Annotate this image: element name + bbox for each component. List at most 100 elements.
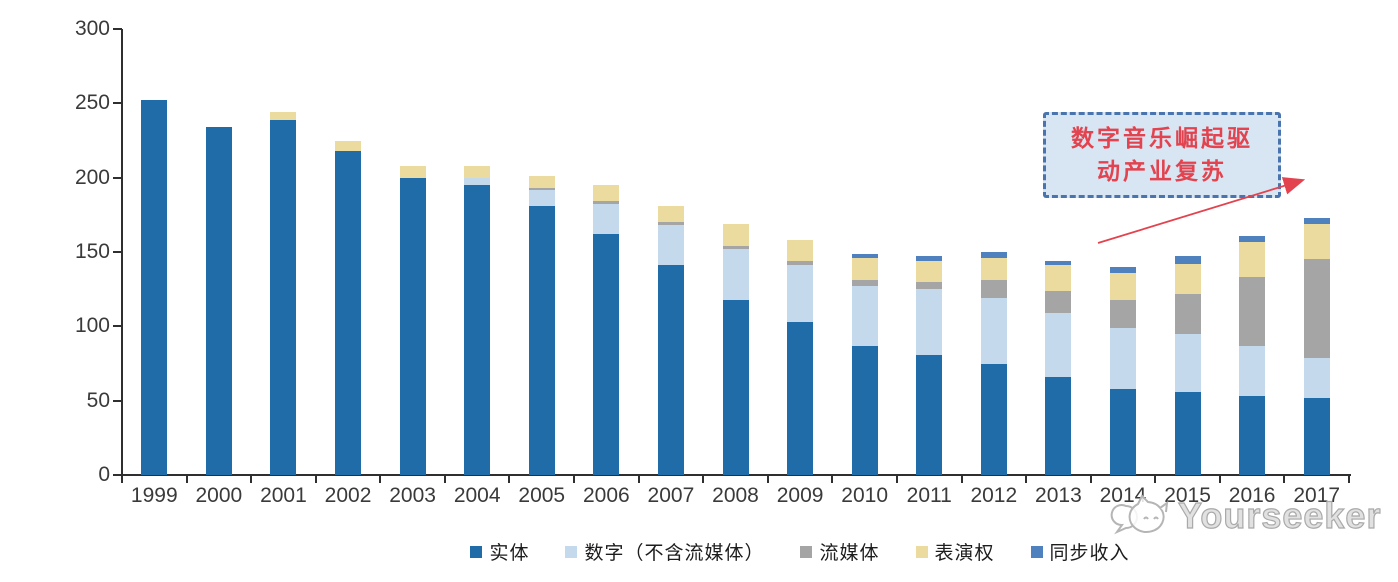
x-tick-mark: [379, 475, 382, 483]
watermark-text: Yourseeker: [1177, 494, 1382, 536]
bar-segment: [787, 321, 814, 475]
legend-item: 流媒体: [800, 538, 879, 565]
bar-segment: [335, 150, 362, 475]
bar-segment: [528, 176, 555, 189]
x-tick-mark: [895, 475, 898, 483]
bar-segment: [787, 260, 814, 266]
x-tick-mark: [1348, 475, 1350, 483]
bar-segment: [1045, 376, 1072, 475]
legend-label: 数字（不含流媒体）: [584, 543, 765, 564]
legend-item: 表演权: [915, 538, 995, 565]
bar-2011: [916, 29, 943, 475]
legend-swatch: [470, 545, 483, 558]
bar-segment: [1239, 345, 1266, 397]
bar-segment: [787, 240, 814, 261]
x-tick-label: 2005: [518, 484, 566, 507]
x-tick-mark: [766, 475, 769, 483]
bar-segment: [464, 185, 491, 475]
bar-segment: [1303, 217, 1330, 224]
x-tick-label: 2009: [776, 484, 824, 507]
bar-segment: [980, 257, 1007, 281]
bar-segment: [528, 188, 555, 190]
annotation-callout: 数字音乐崛起驱 动产业复苏: [1043, 112, 1281, 198]
bar-2009: [787, 29, 814, 475]
bar-segment: [722, 246, 749, 250]
bar-segment: [851, 345, 878, 475]
x-tick-mark: [121, 475, 123, 483]
x-tick-label: 2017: [1293, 484, 1341, 507]
x-tick-label: 2015: [1164, 484, 1211, 507]
bar-segment: [916, 256, 943, 261]
bar-segment: [1109, 266, 1136, 273]
bar-segment: [1174, 391, 1201, 475]
x-tick-mark: [831, 475, 834, 483]
bar-segment: [1239, 241, 1266, 278]
bar-segment: [593, 234, 620, 475]
bar-segment: [1303, 357, 1330, 398]
legend-item: 实体: [470, 538, 529, 565]
bar-segment: [1109, 299, 1136, 328]
bar-segment: [916, 289, 943, 355]
legend-label: 实体: [489, 543, 530, 564]
bar-segment: [1174, 293, 1201, 334]
plot-area: [122, 29, 1349, 475]
bar-segment: [464, 165, 491, 178]
bar-2006: [593, 29, 620, 475]
bar-segment: [657, 205, 684, 223]
bar-segment: [980, 280, 1007, 299]
bar-segment: [851, 257, 878, 281]
x-tick-mark: [250, 475, 253, 483]
bar-2002: [335, 29, 362, 475]
legend: 实体 数字（不含流媒体） 流媒体 表演权 同步收入: [260, 538, 1340, 565]
bar-segment: [1109, 272, 1136, 300]
bar-2000: [205, 29, 232, 475]
bar-segment: [851, 253, 878, 258]
x-tick-label: 2013: [1035, 484, 1082, 507]
bar-segment: [851, 280, 878, 287]
bar-segment: [1303, 223, 1330, 260]
y-tick-mark: [113, 325, 122, 328]
x-tick-label: 2011: [906, 484, 952, 507]
y-tick-label: 0: [98, 463, 110, 486]
bar-segment: [593, 185, 620, 202]
bar-2003: [399, 29, 426, 475]
y-tick-label: 50: [86, 388, 110, 412]
bar-2005: [528, 29, 555, 475]
bar-segment: [205, 127, 232, 475]
bar-segment: [1239, 235, 1266, 242]
bar-2008: [722, 29, 749, 475]
bar-2017: [1303, 29, 1330, 475]
cat-speech-bubble-icon: [1110, 494, 1169, 535]
x-tick-label: 2007: [647, 484, 695, 507]
bar-2014: [1109, 29, 1136, 475]
y-tick-label: 200: [74, 165, 110, 189]
y-tick-mark: [113, 399, 122, 402]
y-tick-label: 250: [74, 91, 110, 115]
watermark: Yourseeker: [1108, 486, 1381, 546]
bar-segment: [1109, 327, 1136, 389]
legend-swatch: [800, 545, 813, 558]
bar-segment: [722, 299, 749, 475]
x-tick-mark: [1089, 475, 1092, 483]
x-tick-mark: [1154, 475, 1157, 483]
x-axis-line: [121, 474, 1351, 476]
bar-segment: [657, 265, 684, 475]
bar-2016: [1239, 29, 1266, 475]
bar-segment: [1174, 256, 1201, 264]
legend-item: 同步收入: [1030, 538, 1130, 565]
x-tick-mark: [702, 475, 705, 483]
legend-label: 表演权: [934, 543, 995, 564]
bar-segment: [593, 204, 620, 235]
bar-segment: [270, 112, 297, 120]
x-tick-mark: [573, 475, 576, 483]
x-tick-label: 2010: [841, 484, 889, 507]
bar-segment: [1303, 259, 1330, 358]
x-tick-mark: [185, 475, 188, 483]
x-tick-label: 2002: [324, 484, 372, 507]
y-tick-mark: [113, 474, 122, 476]
y-tick-mark: [113, 28, 122, 30]
legend-swatch: [1030, 545, 1043, 558]
x-tick-mark: [960, 475, 963, 483]
legend-label: 同步收入: [1049, 543, 1130, 564]
bar-segment: [722, 223, 749, 247]
